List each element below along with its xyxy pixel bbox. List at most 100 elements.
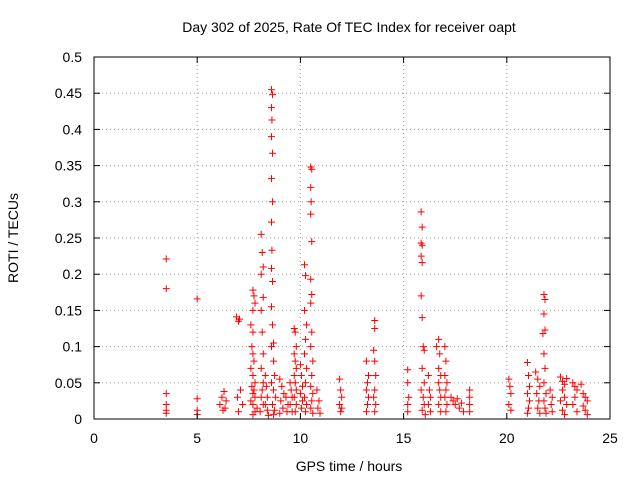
data-point [506,382,514,390]
data-point [571,382,579,390]
data-point [249,390,257,398]
data-point [426,393,434,401]
data-point [233,393,241,401]
data-point [251,379,259,387]
data-point [507,390,515,398]
data-point [307,198,315,206]
data-point [218,393,226,401]
data-point [307,343,315,351]
data-point [268,246,276,254]
data-point [524,372,532,380]
data-point [269,198,277,206]
data-point [536,382,544,390]
data-point [539,330,547,338]
data-point [526,382,534,390]
data-point [336,375,344,383]
data-point [442,386,450,394]
data-point [505,375,513,383]
data-point [248,343,256,351]
data-point [569,379,577,387]
data-point [258,386,266,394]
data-point [268,343,276,351]
x-tick-label: 5 [193,430,201,446]
data-point [419,393,427,401]
data-point [270,411,278,419]
data-point [249,401,257,409]
data-point [303,401,311,409]
data-point [466,408,474,416]
y-tick-label: 0.25 [55,230,82,246]
y-tick-label: 0.4 [63,121,83,137]
data-point [441,372,449,380]
data-point [257,270,265,278]
data-point [237,386,245,394]
data-point [541,326,549,334]
plot-frame [93,56,611,420]
data-point [443,379,451,387]
data-point [253,404,261,412]
data-point [268,116,276,124]
data-point [370,346,378,354]
data-point [371,357,379,365]
data-point [301,261,309,269]
data-point [291,408,299,416]
data-point [365,372,373,380]
data-point [523,390,531,398]
data-point [268,264,276,272]
data-point [256,408,264,416]
data-point [451,401,459,409]
data-point [559,386,567,394]
data-point [249,372,257,380]
data-point [466,386,474,394]
data-point [280,390,288,398]
data-point [459,408,467,416]
data-point [548,393,556,401]
data-point [261,372,269,380]
data-point [338,404,346,412]
y-tick-label: 0 [74,411,82,427]
data-point [302,408,310,416]
data-point [262,382,270,390]
data-point [424,372,432,380]
data-point [276,409,284,417]
data-point [269,91,277,99]
data-point [234,408,242,416]
data-point [292,364,300,372]
data-point [563,401,571,409]
y-tick-label: 0.05 [55,375,82,391]
data-point [292,343,300,351]
data-point [581,406,589,414]
data-point [315,397,323,405]
data-point [309,390,317,398]
data-point [561,380,569,388]
data-point [269,321,277,329]
y-axis-label: ROTI / TECUs [5,193,21,283]
data-point [307,382,315,390]
data-point [363,379,371,387]
data-point [307,404,315,412]
data-point [216,401,224,409]
data-point [404,401,412,409]
data-point [421,411,429,419]
data-point [291,379,299,387]
data-point [236,315,244,323]
data-point [579,390,587,398]
data-point [577,380,585,388]
data-point [220,387,228,395]
data-point [302,272,310,280]
data-point [261,401,269,409]
data-point [405,393,413,401]
data-point [259,379,267,387]
data-point [533,390,541,398]
data-point [418,259,426,267]
data-point [583,411,591,419]
data-point [532,368,540,376]
data-point [526,397,534,405]
data-point [271,372,279,380]
data-point [447,393,455,401]
data-point [268,379,276,387]
data-point [541,364,549,372]
data-point [441,343,449,351]
data-point [298,382,306,390]
data-point [162,390,170,398]
